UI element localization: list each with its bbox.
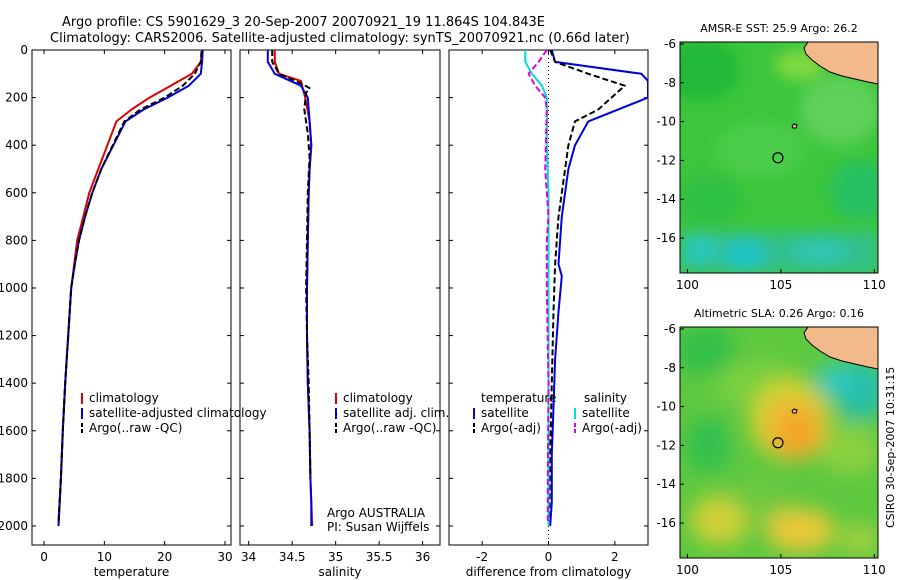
salinity-xlabel: salinity bbox=[318, 565, 361, 579]
figure-title-line1: Argo profile: CS 5901629_3 20-Sep-2007 2… bbox=[62, 15, 545, 30]
y-tick-label: 400 bbox=[5, 138, 28, 152]
y-tick-label: 0 bbox=[20, 43, 28, 57]
legend-label: satellite adj. clim. bbox=[343, 406, 449, 420]
salinity-panel: 34 34.5 35 35.5 36 salinity climatologysatelli… bbox=[239, 49, 449, 579]
legend-label: satellite bbox=[582, 406, 630, 420]
land-java bbox=[803, 42, 878, 85]
series-line-argo-raw-qc- bbox=[57, 51, 203, 522]
y-tick-label: 800 bbox=[5, 233, 28, 247]
series-line-argo-raw-qc- bbox=[271, 50, 312, 479]
x-tick-label: 105 bbox=[769, 563, 792, 577]
y-tick-label: 1800 bbox=[0, 471, 28, 485]
float-annotation: PI: Susan Wijffels bbox=[327, 520, 429, 534]
temperature-panel: 0 10 20 30 0 200 400 600 800 1000 1200 1400 1600 1800… bbox=[0, 43, 267, 579]
x-tick-label: 110 bbox=[863, 278, 886, 292]
legend-label: satellite bbox=[481, 406, 529, 420]
y-tick-label: 1400 bbox=[0, 376, 28, 390]
y-tick-label: -10 bbox=[656, 115, 676, 129]
x-tick-label: 0 bbox=[545, 550, 553, 564]
salinity-frame bbox=[239, 49, 441, 546]
y-tick-label: -6 bbox=[664, 37, 676, 51]
legend-label: climatology bbox=[89, 391, 159, 405]
y-tick-label: -14 bbox=[656, 477, 676, 491]
y-tick-label: 200 bbox=[5, 91, 28, 105]
sla-map-field bbox=[680, 327, 878, 558]
argo-location-marker bbox=[772, 437, 784, 449]
argo-location-marker bbox=[772, 152, 784, 164]
series-line-satellite-adjusted-climatology bbox=[57, 50, 204, 527]
x-tick-label: 100 bbox=[676, 563, 699, 577]
x-tick-label: 34 bbox=[241, 550, 256, 564]
temperature-xlabel: temperature bbox=[94, 565, 169, 579]
sla-map-axes: 100 105 110 -6 -8 -10 -12 -14 -16 bbox=[656, 322, 885, 577]
legend-label: satellite-adjusted climatology bbox=[89, 406, 267, 420]
x-tick-label: 30 bbox=[217, 550, 232, 564]
legend-label: climatology bbox=[343, 391, 413, 405]
y-tick-label: -6 bbox=[664, 322, 676, 336]
figure-title-line2: Climatology: CARS2006. Satellite-adjuste… bbox=[50, 31, 630, 46]
y-tick-label: -12 bbox=[656, 438, 676, 452]
x-tick-label: 10 bbox=[97, 550, 112, 564]
sla-map-title: Altimetric SLA: 0.26 Argo: 0.16 bbox=[694, 307, 864, 320]
y-tick-label: 600 bbox=[5, 186, 28, 200]
series-line-climatology bbox=[57, 50, 204, 527]
legend-label: Argo(-adj) bbox=[481, 421, 541, 435]
y-tick-label: 1000 bbox=[0, 281, 28, 295]
y-tick-label: -16 bbox=[656, 231, 676, 245]
x-tick-label: 35.5 bbox=[366, 550, 393, 564]
y-tick-label: 2000 bbox=[0, 519, 28, 533]
x-tick-label: 105 bbox=[769, 278, 792, 292]
x-tick-label: -2 bbox=[476, 550, 488, 564]
series-line-satellite-adj-clim- bbox=[266, 50, 313, 526]
y-tick-label: -16 bbox=[656, 516, 676, 530]
sst-map-field bbox=[680, 42, 878, 273]
x-tick-label: 34.5 bbox=[279, 550, 306, 564]
y-tick-label: -14 bbox=[656, 192, 676, 206]
series-line-argo-adj-temperature- bbox=[548, 50, 626, 522]
y-tick-label: 1600 bbox=[0, 424, 28, 438]
y-tick-label: -8 bbox=[664, 361, 676, 375]
y-tick-label: 1200 bbox=[0, 329, 28, 343]
series-line-satellite-temperature- bbox=[549, 50, 648, 527]
x-tick-label: 35 bbox=[328, 550, 343, 564]
x-tick-label: 2 bbox=[611, 550, 619, 564]
land-java bbox=[803, 327, 878, 370]
y-tick-label: -8 bbox=[664, 76, 676, 90]
csiro-timestamp: CSIRO 30-Sep-2007 10:31:15 bbox=[884, 367, 897, 528]
temperature-frame bbox=[31, 49, 232, 546]
series-line-satellite-salinity- bbox=[524, 50, 550, 526]
sst-map-title: AMSR-E SST: 25.9 Argo: 26.2 bbox=[700, 22, 858, 35]
series-line-argo-adj-salinity- bbox=[527, 50, 550, 522]
y-tick-label: -12 bbox=[656, 153, 676, 167]
x-tick-label: 0 bbox=[40, 550, 48, 564]
christmas-island bbox=[791, 408, 798, 414]
x-tick-label: 100 bbox=[676, 278, 699, 292]
legend-label: Argo(..raw -QC) bbox=[343, 421, 436, 435]
sst-map-axes: 100 105 110 -6 -8 -10 -12 -14 -16 bbox=[656, 37, 885, 292]
legend-title-temperature: temperature bbox=[481, 391, 556, 405]
christmas-island bbox=[791, 123, 798, 129]
x-tick-label: 36 bbox=[415, 550, 430, 564]
sla-map-panel: Altimetric SLA: 0.26 Argo: 0.16 bbox=[656, 307, 885, 577]
legend-title-salinity: salinity bbox=[584, 391, 627, 405]
x-tick-label: 110 bbox=[863, 563, 886, 577]
legend-label: Argo(-adj) bbox=[582, 421, 642, 435]
legend-label: Argo(..raw -QC) bbox=[89, 421, 182, 435]
float-annotation: Argo AUSTRALIA bbox=[327, 506, 426, 520]
x-tick-label: 20 bbox=[157, 550, 172, 564]
y-tick-label: -10 bbox=[656, 400, 676, 414]
sst-map-panel: AMSR-E SST: 25.9 Argo: 26.2 100 105 110 -6 -… bbox=[656, 22, 885, 292]
difference-xlabel: difference from climatology bbox=[466, 565, 632, 579]
